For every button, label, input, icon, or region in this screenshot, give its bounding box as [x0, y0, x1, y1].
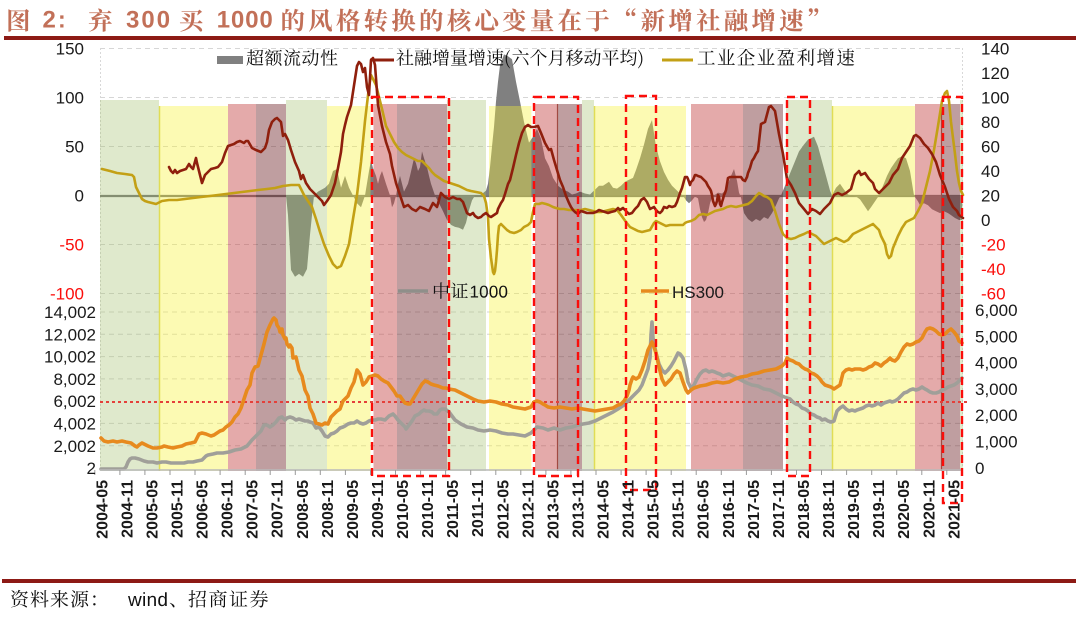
- svg-text:2020-05: 2020-05: [896, 480, 913, 539]
- svg-text:20: 20: [981, 187, 1000, 206]
- svg-text:2010-05: 2010-05: [395, 480, 412, 539]
- svg-text:2006-05: 2006-05: [195, 480, 212, 539]
- svg-text:2018-11: 2018-11: [821, 480, 838, 538]
- svg-text:100: 100: [56, 89, 84, 108]
- svg-text:2020-11: 2020-11: [921, 480, 938, 538]
- svg-text:2014-05: 2014-05: [596, 480, 613, 539]
- svg-text:2017-11: 2017-11: [771, 480, 788, 538]
- svg-text:5,000: 5,000: [975, 327, 1018, 346]
- svg-text:2013-11: 2013-11: [570, 480, 587, 538]
- svg-text:2011-11: 2011-11: [470, 480, 487, 537]
- svg-text:140: 140: [981, 40, 1009, 59]
- svg-text:2019-11: 2019-11: [871, 480, 888, 538]
- svg-text:2008-05: 2008-05: [295, 480, 312, 539]
- svg-text:1,000: 1,000: [975, 433, 1018, 452]
- svg-text:2011-05: 2011-05: [445, 480, 462, 538]
- svg-text:2010-11: 2010-11: [420, 480, 437, 538]
- svg-text:2004-05: 2004-05: [94, 480, 111, 539]
- svg-text:0: 0: [975, 459, 984, 478]
- svg-text:2017-05: 2017-05: [746, 480, 763, 539]
- svg-text:40: 40: [981, 162, 1000, 181]
- svg-text:0: 0: [75, 187, 84, 206]
- svg-text:2005-05: 2005-05: [144, 480, 161, 539]
- svg-text:2009-05: 2009-05: [345, 480, 362, 539]
- svg-text:50: 50: [65, 138, 84, 157]
- svg-text:HS300: HS300: [672, 283, 724, 302]
- svg-text:4,002: 4,002: [53, 415, 96, 434]
- svg-text:2006-11: 2006-11: [220, 480, 237, 538]
- svg-text:2016-05: 2016-05: [696, 480, 713, 539]
- svg-text:2,002: 2,002: [53, 437, 96, 456]
- svg-text:4,000: 4,000: [975, 354, 1018, 373]
- svg-text:-40: -40: [981, 260, 1006, 279]
- svg-text:2015-05: 2015-05: [646, 480, 663, 539]
- svg-text:80: 80: [981, 113, 1000, 132]
- svg-text:2019-05: 2019-05: [846, 480, 863, 539]
- svg-text:2007-11: 2007-11: [270, 480, 287, 538]
- svg-text:-20: -20: [981, 236, 1006, 255]
- svg-text:60: 60: [981, 138, 1000, 157]
- svg-text:2014-11: 2014-11: [621, 480, 638, 538]
- svg-text:2007-05: 2007-05: [245, 480, 262, 539]
- svg-text:2009-11: 2009-11: [370, 480, 387, 538]
- svg-text:14,002: 14,002: [44, 303, 96, 322]
- svg-text:2012-11: 2012-11: [520, 480, 537, 538]
- svg-text:10,002: 10,002: [44, 348, 96, 367]
- svg-text:2005-11: 2005-11: [170, 480, 187, 538]
- svg-text:2: 2: [87, 459, 96, 478]
- svg-text:100: 100: [981, 89, 1009, 108]
- svg-text:6,002: 6,002: [53, 392, 96, 411]
- svg-text:0: 0: [981, 211, 990, 230]
- svg-text:150: 150: [56, 40, 84, 59]
- svg-text:2015-11: 2015-11: [671, 480, 688, 538]
- svg-text:2,000: 2,000: [975, 406, 1018, 425]
- svg-text:6,000: 6,000: [975, 301, 1018, 320]
- svg-text:120: 120: [981, 64, 1009, 83]
- svg-text:-50: -50: [59, 236, 84, 255]
- svg-text:8,002: 8,002: [53, 370, 96, 389]
- svg-text:12,002: 12,002: [44, 325, 96, 344]
- svg-text:3,000: 3,000: [975, 380, 1018, 399]
- svg-text:2004-11: 2004-11: [119, 480, 136, 538]
- svg-text:2008-11: 2008-11: [320, 480, 337, 538]
- svg-text:2016-11: 2016-11: [721, 480, 738, 538]
- svg-text:-100: -100: [50, 285, 84, 304]
- svg-text:2013-05: 2013-05: [545, 480, 562, 539]
- svg-text:2012-05: 2012-05: [495, 480, 512, 539]
- svg-text:2021-05: 2021-05: [946, 480, 963, 539]
- svg-text:2018-05: 2018-05: [796, 480, 813, 539]
- svg-text:-60: -60: [981, 285, 1006, 304]
